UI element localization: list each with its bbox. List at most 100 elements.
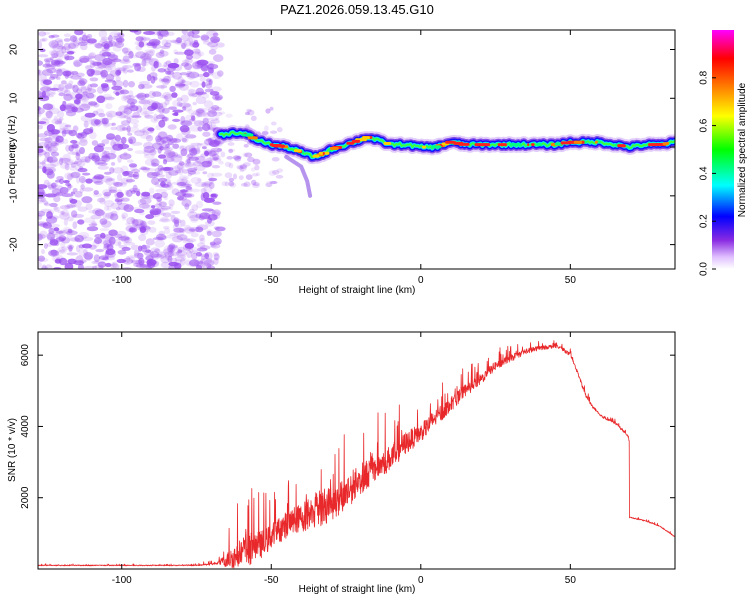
noise-blob xyxy=(108,229,118,236)
noise-blob xyxy=(59,157,64,166)
noise-blob xyxy=(162,91,172,100)
noise-blob xyxy=(123,151,128,157)
noise-blob xyxy=(65,124,72,128)
noise-blob xyxy=(270,130,278,134)
noise-blob xyxy=(80,86,90,90)
noise-blob xyxy=(164,99,170,106)
noise-blob xyxy=(108,189,117,194)
noise-blob xyxy=(151,40,160,44)
noise-blob xyxy=(102,86,108,93)
noise-blob xyxy=(121,212,129,219)
noise-blob xyxy=(142,126,154,134)
noise-blob xyxy=(155,51,165,59)
noise-blob xyxy=(241,183,248,187)
noise-blob xyxy=(119,181,127,188)
noise-blob xyxy=(92,176,101,180)
noise-blob xyxy=(52,134,62,139)
noise-blob xyxy=(203,71,210,78)
noise-blob xyxy=(163,42,172,48)
noise-blob xyxy=(59,178,64,185)
noise-blob xyxy=(155,188,168,193)
noise-blob xyxy=(175,154,183,158)
noise-blob xyxy=(43,58,54,63)
noise-blob xyxy=(191,204,199,212)
noise-blob xyxy=(149,126,155,134)
noise-blob xyxy=(251,173,259,177)
noise-blob xyxy=(212,111,223,117)
noise-blob xyxy=(178,83,189,91)
y-tick-label: 2000 xyxy=(20,486,31,509)
noise-blob xyxy=(38,141,49,148)
noise-blob xyxy=(176,182,187,186)
noise-blob xyxy=(101,154,111,163)
noise-blob xyxy=(252,183,260,189)
noise-blob xyxy=(146,194,157,199)
noise-blob xyxy=(142,130,149,136)
noise-blob xyxy=(166,31,175,36)
noise-blob xyxy=(199,212,211,220)
noise-blob xyxy=(151,158,160,167)
noise-blob xyxy=(67,51,75,55)
noise-blob xyxy=(121,47,129,54)
noise-blob xyxy=(135,51,147,59)
noise-blob xyxy=(145,265,152,269)
noise-blob xyxy=(46,232,56,241)
noise-blob xyxy=(150,157,159,164)
noise-blob xyxy=(170,257,178,264)
noise-blob xyxy=(189,214,201,222)
noise-blob xyxy=(141,244,147,253)
noise-blob xyxy=(178,102,191,108)
noise-blob xyxy=(69,172,80,179)
noise-blob xyxy=(218,160,224,165)
noise-blob xyxy=(276,168,284,173)
noise-blob xyxy=(57,87,69,94)
noise-blob xyxy=(207,159,213,164)
noise-blob xyxy=(38,69,43,77)
y-tick-label: 10 xyxy=(9,92,20,104)
noise-blob xyxy=(180,120,193,127)
noise-blob xyxy=(38,109,41,114)
noise-blob xyxy=(44,193,57,198)
noise-blob xyxy=(81,196,93,204)
noise-blob xyxy=(43,157,50,162)
noise-blob xyxy=(158,50,169,57)
noise-blob xyxy=(102,93,113,100)
noise-blob xyxy=(199,142,209,148)
noise-blob xyxy=(75,93,83,100)
noise-blob xyxy=(50,142,59,147)
ridge-hotspot xyxy=(510,143,522,147)
noise-blob xyxy=(81,91,88,97)
noise-blob xyxy=(202,40,213,45)
noise-blob xyxy=(38,210,46,217)
noise-blob xyxy=(64,71,69,79)
noise-blob xyxy=(92,240,100,248)
noise-blob xyxy=(176,37,182,44)
noise-blob xyxy=(58,105,65,110)
noise-blob xyxy=(87,93,96,99)
noise-blob xyxy=(63,138,69,145)
noise-blob xyxy=(159,94,168,99)
y-tick-label: -10 xyxy=(9,188,20,203)
noise-blob xyxy=(140,53,152,61)
noise-blob xyxy=(203,186,213,194)
noise-blob xyxy=(51,188,61,196)
noise-blob xyxy=(162,212,172,218)
noise-blob xyxy=(182,163,195,167)
noise-blob xyxy=(49,56,54,61)
noise-blob xyxy=(68,245,73,252)
noise-blob xyxy=(50,87,60,91)
noise-blob xyxy=(160,255,170,264)
noise-blob xyxy=(57,210,62,214)
noise-blob xyxy=(64,104,73,110)
noise-blob xyxy=(201,146,207,150)
noise-blob xyxy=(275,174,284,179)
noise-blob xyxy=(165,234,177,239)
noise-blob xyxy=(138,245,143,252)
ridge-hotspot xyxy=(322,152,325,155)
noise-blob xyxy=(138,257,145,266)
noise-blob xyxy=(167,141,174,146)
noise-blob xyxy=(38,261,42,269)
noise-blob xyxy=(47,146,52,152)
noise-blob xyxy=(54,240,60,247)
noise-blob xyxy=(48,145,58,154)
